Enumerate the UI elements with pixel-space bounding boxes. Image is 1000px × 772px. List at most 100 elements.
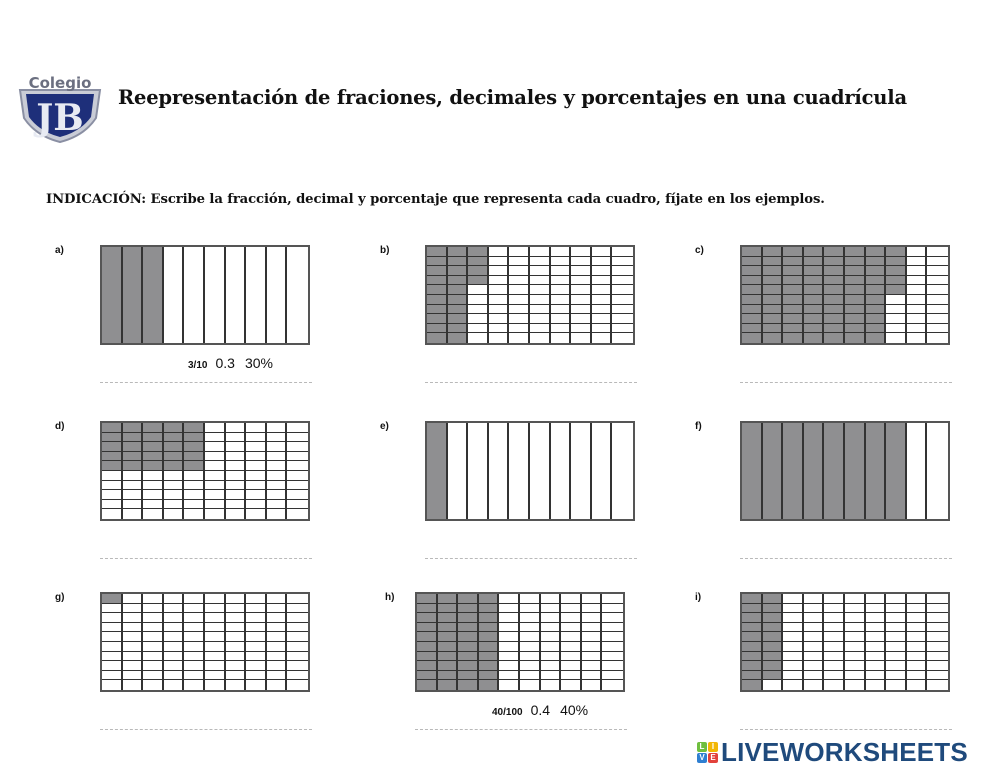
- grid-cell: [865, 333, 887, 343]
- grid-cell: [184, 661, 205, 671]
- grid-cell: [886, 295, 907, 305]
- grid-cell: [417, 603, 438, 614]
- grid-cell: [427, 333, 448, 343]
- grid-cell: [478, 651, 500, 662]
- grid-cell: [225, 423, 247, 433]
- grid-cell: [266, 594, 288, 604]
- answer-input-line[interactable]: [100, 729, 312, 730]
- grid-cell: [783, 594, 804, 604]
- live-blocks-icon: L I V E: [697, 742, 718, 763]
- grid-cell: [742, 603, 763, 614]
- grid-cell: [225, 651, 247, 662]
- grid-cell: [509, 266, 530, 276]
- grid-cell: [762, 333, 784, 343]
- answer-input-line[interactable]: [100, 558, 312, 559]
- hundreds-grid: [740, 245, 950, 345]
- grid-strip: [550, 423, 572, 519]
- grid-cell: [612, 266, 633, 276]
- grid-cell: [287, 499, 308, 510]
- grid-cell: [906, 594, 928, 604]
- grid-cell: [266, 642, 288, 652]
- grid-cell: [417, 642, 438, 652]
- grid-cell: [906, 266, 928, 276]
- grid-cell: [927, 295, 948, 305]
- item-label: c): [695, 245, 704, 256]
- grid-strip: [488, 423, 510, 519]
- tenths-strip-grid: [425, 421, 635, 521]
- answer-input-line[interactable]: [415, 729, 627, 730]
- grid-cell: [205, 461, 226, 471]
- grid-cell: [561, 622, 582, 633]
- grid-cell: [742, 304, 763, 315]
- answer-input-line[interactable]: [425, 558, 637, 559]
- grid-cell: [602, 670, 623, 681]
- grid-cell: [478, 613, 500, 623]
- grid-cell: [783, 256, 804, 267]
- grid-cell: [184, 642, 205, 652]
- grid-cell: [225, 461, 247, 471]
- grid-cell: [520, 632, 541, 642]
- grid-cell: [591, 247, 613, 257]
- brand-block: E: [708, 753, 718, 763]
- example-answer: 40/100 0.4 40%: [492, 702, 598, 720]
- grid-cell: [122, 670, 144, 681]
- grid-cell: [266, 442, 288, 452]
- grid-cell: [184, 461, 205, 471]
- answer-input-line[interactable]: [740, 729, 952, 730]
- grid-strip: [447, 423, 469, 519]
- grid-cell: [205, 471, 226, 481]
- grid-cell: [927, 661, 948, 671]
- grid-cell: [163, 613, 185, 623]
- grid-cell: [845, 304, 866, 315]
- grid-cell: [520, 603, 541, 614]
- grid-cell: [499, 661, 520, 671]
- answer-input-line[interactable]: [740, 558, 952, 559]
- grid-cell: [803, 632, 825, 642]
- grid-cell: [458, 603, 479, 614]
- grid-cell: [845, 613, 866, 623]
- grid-cell: [783, 295, 804, 305]
- grid-cell: [458, 622, 479, 633]
- grid-cell: [571, 256, 592, 267]
- grid-cell: [143, 423, 164, 433]
- answer-input-line[interactable]: [100, 382, 312, 383]
- grid-cell: [783, 333, 804, 343]
- grid-cell: [571, 247, 592, 257]
- grid-cell: [184, 613, 205, 623]
- grid-cell: [122, 471, 144, 481]
- grid-cell: [762, 285, 784, 295]
- grid-cell: [591, 266, 613, 276]
- grid-cell: [447, 304, 469, 315]
- grid-cell: [478, 622, 500, 633]
- grid-cell: [102, 509, 123, 519]
- grid-cell: [102, 613, 123, 623]
- grid-cell: [246, 490, 267, 500]
- grid-cell: [520, 670, 541, 681]
- grid-cell: [581, 594, 603, 604]
- grid-cell: [762, 304, 784, 315]
- grid-cell: [550, 247, 572, 257]
- grid-cell: [488, 295, 510, 305]
- grid-cell: [102, 442, 123, 452]
- grid-cell: [478, 603, 500, 614]
- grid-cell: [225, 490, 247, 500]
- grid-cell: [163, 490, 185, 500]
- grid-cell: [266, 471, 288, 481]
- grid-cell: [184, 442, 205, 452]
- grid-cell: [824, 670, 845, 681]
- grid-cell: [886, 603, 907, 614]
- grid-cell: [591, 285, 613, 295]
- grid-cell: [886, 285, 907, 295]
- answer-input-line[interactable]: [425, 382, 637, 383]
- grid-cell: [762, 642, 784, 652]
- grid-cell: [163, 661, 185, 671]
- grid-cell: [886, 651, 907, 662]
- grid-cell: [163, 499, 185, 510]
- grid-cell: [417, 670, 438, 681]
- answer-input-line[interactable]: [740, 382, 952, 383]
- liveworksheets-brand[interactable]: L I V E LIVEWORKSHEETS: [697, 737, 968, 768]
- grid-cell: [499, 613, 520, 623]
- grid-cell: [561, 632, 582, 642]
- grid-cell: [287, 509, 308, 519]
- grid-cell: [184, 680, 205, 690]
